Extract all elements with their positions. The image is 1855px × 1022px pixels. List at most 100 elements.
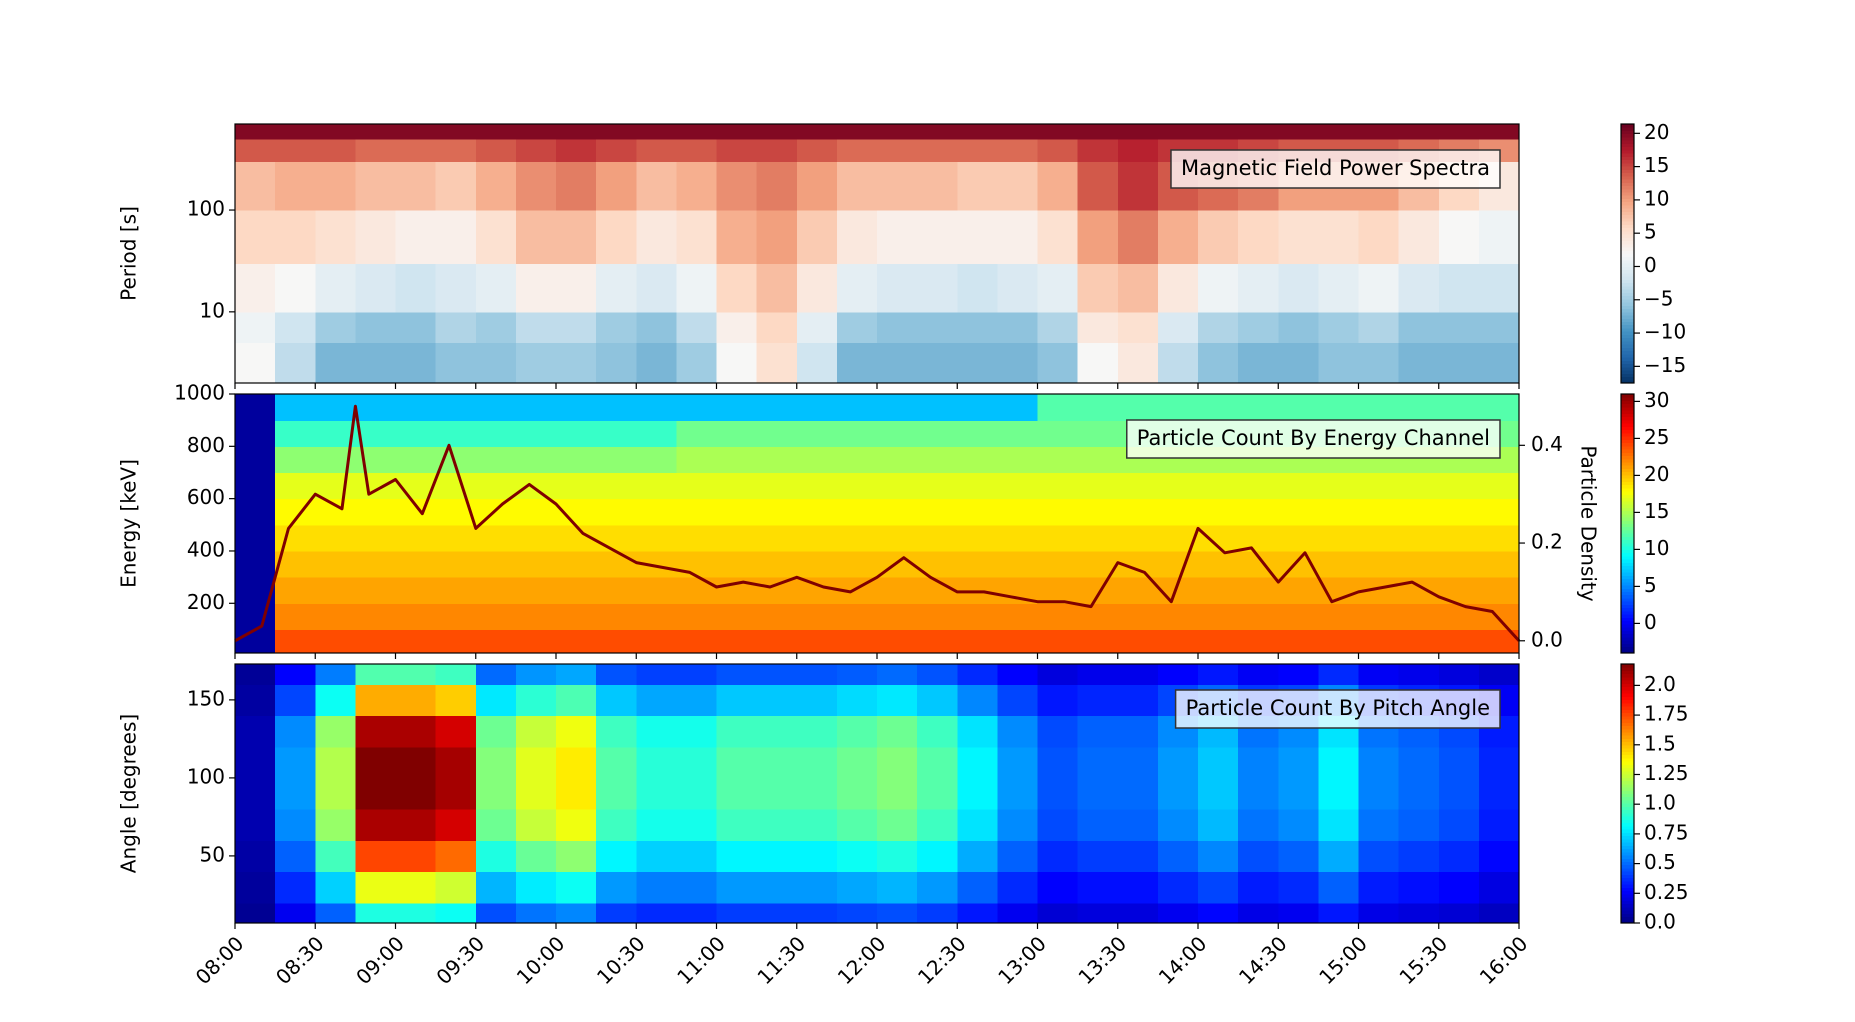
- colorbar-strip: [1621, 757, 1634, 762]
- heatmap-cell: [596, 577, 637, 604]
- colorbar-strip: [1621, 887, 1634, 892]
- heatmap-cell: [435, 871, 477, 904]
- heatmap-cell: [515, 871, 557, 904]
- colorbar-strip: [1621, 247, 1634, 251]
- y-tick-label: 50: [200, 842, 225, 866]
- heatmap-cell: [756, 498, 798, 526]
- heatmap-cell: [636, 394, 677, 421]
- heatmap-cell: [275, 840, 316, 873]
- heatmap-cell: [716, 210, 758, 264]
- heatmap-cell: [275, 871, 316, 904]
- colorbar-tick-label: 1.0: [1644, 791, 1676, 815]
- colorbar-strip: [1621, 725, 1634, 730]
- colorbar-tick-label: 1.75: [1644, 702, 1689, 726]
- heatmap-cell: [716, 394, 758, 421]
- heatmap-cell: [957, 161, 998, 211]
- heatmap-cell: [556, 777, 597, 810]
- colorbar-strip: [1621, 217, 1634, 222]
- colorbar-strip: [1621, 272, 1634, 277]
- heatmap: [235, 124, 1520, 384]
- heatmap-cell: [756, 746, 798, 779]
- heatmap-cell: [235, 684, 276, 717]
- heatmap-cell: [435, 664, 477, 685]
- heatmap-cell: [1438, 840, 1480, 873]
- heatmap-cell: [515, 446, 557, 474]
- heatmap-cell: [395, 161, 437, 211]
- heatmap-cell: [1198, 603, 1239, 631]
- heatmap-cell: [395, 577, 437, 604]
- heatmap-cell: [957, 871, 998, 904]
- heatmap-cell: [676, 311, 718, 344]
- heatmap-cell: [1318, 603, 1360, 631]
- annotation: Particle Count By Pitch Angle: [1174, 689, 1501, 729]
- colorbar-strip: [1621, 507, 1634, 512]
- heatmap-cell: [1358, 550, 1400, 578]
- heatmap-cell: [636, 577, 677, 604]
- heatmap-cell: [836, 524, 878, 552]
- heatmap-cell: [1278, 664, 1319, 685]
- colorbar-strip: [1621, 787, 1634, 791]
- heatmap-cell: [275, 138, 316, 163]
- heatmap-cell: [1278, 124, 1319, 140]
- colorbar-strip: [1621, 445, 1634, 450]
- heatmap-cell: [997, 603, 1039, 631]
- colorbar-strip: [1621, 198, 1634, 203]
- heatmap-cell: [836, 472, 878, 500]
- heatmap-cell: [1238, 577, 1279, 604]
- heatmap-cell: [596, 746, 637, 779]
- heatmap-cell: [1198, 902, 1239, 924]
- heatmap-cell: [997, 777, 1039, 810]
- heatmap-cell: [315, 138, 356, 163]
- heatmap-cell: [1117, 902, 1159, 924]
- heatmap-cell: [676, 746, 718, 779]
- colorbar-tick-label: 10: [1644, 186, 1669, 210]
- colorbar-strip: [1621, 614, 1634, 618]
- heatmap-cell: [676, 840, 718, 873]
- colorbar-frame: [1620, 393, 1635, 654]
- heatmap-cell: [1117, 777, 1159, 810]
- heatmap-cell: [515, 210, 557, 264]
- heatmap-cell: [957, 902, 998, 924]
- heatmap-cell: [877, 902, 918, 924]
- heatmap-cell: [636, 161, 677, 211]
- heatmap-cell: [315, 777, 356, 810]
- annotation-text: Particle Count By Pitch Angle: [1186, 696, 1490, 720]
- colorbar-strip: [1621, 880, 1634, 885]
- heatmap-cell: [1278, 902, 1319, 924]
- heatmap-cell: [395, 629, 437, 654]
- heatmap-cell: [957, 420, 998, 447]
- colorbar-tick-label: 1.5: [1644, 731, 1676, 755]
- heatmap-cell: [836, 161, 878, 211]
- heatmap-cell: [355, 871, 397, 904]
- colorbar-strip: [1621, 686, 1634, 691]
- heatmap-cell: [1398, 746, 1440, 779]
- heatmap-cell: [1438, 524, 1480, 552]
- heatmap-cell: [475, 715, 517, 748]
- heatmap-cell: [1037, 684, 1079, 717]
- colorbar-strip: [1621, 620, 1634, 625]
- heatmap-cell: [1478, 342, 1520, 384]
- heatmap-cell: [1077, 715, 1119, 748]
- heatmap-cell: [435, 577, 477, 604]
- heatmap-cell: [836, 124, 878, 140]
- heatmap-cell: [1157, 809, 1199, 841]
- heatmap-cell: [1398, 472, 1440, 500]
- heatmap-cell: [836, 629, 878, 654]
- heatmap-cell: [596, 840, 637, 873]
- heatmap-cell: [1438, 629, 1480, 654]
- heatmap-cell: [235, 715, 276, 748]
- heatmap-cell: [957, 210, 998, 264]
- heatmap-cell: [877, 472, 918, 500]
- heatmap-cell: [836, 138, 878, 163]
- heatmap-cell: [1117, 524, 1159, 552]
- colorbar-strip: [1621, 761, 1634, 765]
- colorbar-strip: [1621, 702, 1634, 707]
- heatmap-cell: [1478, 210, 1520, 264]
- heatmap-cell: [756, 684, 798, 717]
- colorbar-strip: [1621, 676, 1634, 681]
- colorbar-strip: [1621, 357, 1634, 361]
- heatmap-cell: [716, 684, 758, 717]
- heatmap-cell: [556, 809, 597, 841]
- heatmap-cell: [997, 161, 1039, 211]
- heatmap-cell: [235, 629, 276, 654]
